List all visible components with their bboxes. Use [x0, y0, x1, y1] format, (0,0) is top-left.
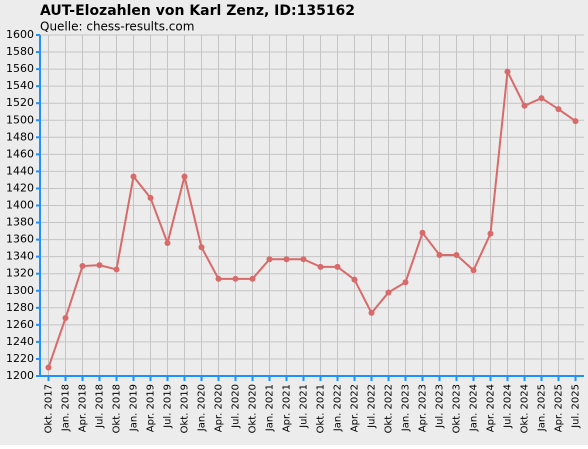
- line: [47, 68, 577, 368]
- point: [266, 256, 273, 263]
- y-tick-label: 1360: [6, 233, 34, 246]
- point: [283, 256, 290, 263]
- x-tick-label: Apr. 2023: [418, 384, 429, 432]
- x-tick-label: Okt. 2023: [452, 384, 463, 433]
- x-tick-label: Okt. 2019: [180, 384, 191, 433]
- y-tick-label: 1260: [6, 318, 34, 331]
- y-tick-label: 1420: [6, 181, 34, 194]
- x-tick-label: Jul. 2025: [571, 384, 582, 429]
- point: [317, 263, 324, 270]
- point: [453, 251, 460, 258]
- x-tick-label: Apr. 2024: [486, 384, 497, 432]
- x-tick-label: Jul. 2019: [163, 384, 174, 429]
- x-tick-label: Okt. 2020: [248, 384, 259, 433]
- point: [300, 256, 307, 263]
- x-tick-label: Jul. 2022: [367, 384, 378, 429]
- y-tick-label: 1500: [6, 113, 34, 126]
- y-tick-label: 1200: [6, 369, 34, 382]
- x-tick-label: Okt. 2017: [44, 384, 55, 433]
- x-tick-label: Jul. 2020: [231, 384, 242, 429]
- x-tick-label: Apr. 2018: [78, 384, 89, 432]
- x-tick-label: Jul. 2018: [95, 384, 106, 429]
- y-tick-label: 1480: [6, 130, 34, 143]
- y-tick-label: 1600: [6, 28, 34, 41]
- point: [487, 230, 494, 237]
- x-tick-label: Jul. 2024: [503, 384, 514, 429]
- y-tick-label: 1520: [6, 96, 34, 109]
- point: [96, 262, 103, 269]
- point: [470, 267, 477, 274]
- x-tick-label: Jan. 2019: [129, 384, 140, 432]
- x-tick-label: Jul. 2023: [435, 384, 446, 429]
- point: [334, 263, 341, 270]
- point: [215, 275, 222, 282]
- x-tick-label: Jan. 2018: [61, 384, 72, 432]
- point: [181, 173, 188, 180]
- point: [249, 275, 256, 282]
- point: [164, 240, 171, 247]
- y-tick-label: 1560: [6, 62, 34, 75]
- x-tick-label: Okt. 2022: [384, 384, 395, 433]
- point: [385, 289, 392, 296]
- y-tick-label: 1240: [6, 335, 34, 348]
- x-tick-label: Jan. 2024: [469, 384, 480, 432]
- point: [62, 315, 69, 322]
- y-tick-label: 1320: [6, 267, 34, 280]
- point: [555, 106, 562, 113]
- point: [419, 229, 426, 236]
- chart-subtitle: Quelle: chess-results.com: [40, 20, 194, 34]
- x-tick-label: Okt. 2018: [112, 384, 123, 433]
- x-tick-label: Apr. 2020: [214, 384, 225, 432]
- x-tick-label: Okt. 2024: [520, 384, 531, 433]
- y-tick-label: 1440: [6, 164, 34, 177]
- y-tick-label: 1280: [6, 301, 34, 314]
- y-tick-label: 1380: [6, 216, 34, 229]
- point: [79, 263, 86, 270]
- point: [113, 266, 120, 273]
- point: [572, 118, 579, 125]
- x-tick-label: Apr. 2022: [350, 384, 361, 432]
- point: [198, 244, 205, 251]
- x-tick-label: Jan. 2022: [333, 384, 344, 432]
- point: [351, 276, 358, 283]
- x-tick-label: Okt. 2021: [316, 384, 327, 433]
- x-tick-label: Jan. 2023: [401, 384, 412, 432]
- x-tick-label: Apr. 2025: [554, 384, 565, 432]
- y-tick-label: 1460: [6, 147, 34, 160]
- y-tick-label: 1580: [6, 45, 34, 58]
- point: [402, 279, 409, 286]
- point: [538, 95, 545, 102]
- x-tick-label: Jan. 2021: [265, 384, 276, 432]
- y-tick-label: 1400: [6, 199, 34, 212]
- y-tick-label: 1340: [6, 250, 34, 263]
- x-tick-label: Apr. 2019: [146, 384, 157, 432]
- point: [504, 68, 511, 75]
- point: [521, 102, 528, 109]
- point: [232, 275, 239, 282]
- x-tick-label: Apr. 2021: [282, 384, 293, 432]
- point: [130, 173, 137, 180]
- chart-title: AUT-Elozahlen von Karl Zenz, ID:135162: [40, 3, 355, 19]
- point: [147, 194, 154, 201]
- y-tick-label: 1300: [6, 284, 34, 297]
- y-tick-label: 1220: [6, 352, 34, 365]
- x-tick-label: Jan. 2020: [197, 384, 208, 432]
- y-tick-label: 1540: [6, 79, 34, 92]
- point: [45, 364, 52, 371]
- point: [368, 309, 375, 316]
- x-tick-label: Jan. 2025: [537, 384, 548, 432]
- point: [436, 251, 443, 258]
- x-tick-label: Jul. 2021: [299, 384, 310, 429]
